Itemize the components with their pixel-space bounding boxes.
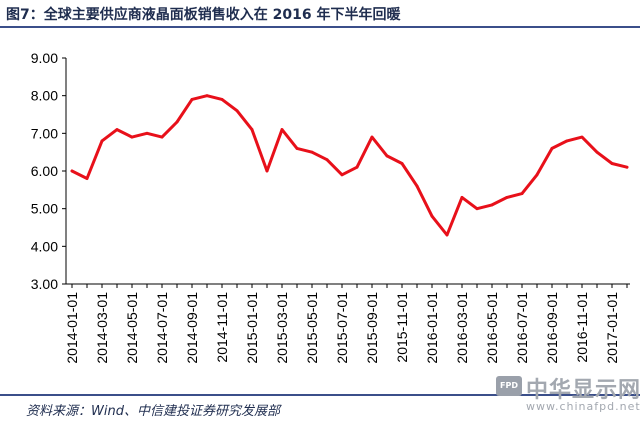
footer-divider	[0, 394, 640, 396]
data-point	[265, 169, 269, 173]
data-point	[580, 135, 584, 139]
source-note: 资料来源：Wind、中信建投证券研究发展部	[26, 404, 280, 419]
x-tick-label: 2015-03-01	[274, 292, 290, 364]
data-point	[475, 207, 479, 211]
x-tick-label: 2016-11-01	[574, 292, 590, 363]
data-point	[85, 177, 89, 180]
data-point	[355, 165, 359, 169]
chart-title: 图7：全球主要供应商液晶面板销售收入在 2016 年下半年回暖	[6, 7, 401, 23]
x-tick-label: 2017-01-01	[604, 292, 620, 364]
data-point	[340, 173, 344, 177]
x-axis: 2014-01-01 2014-03-01 2014-05-01 2014-07-01…	[64, 283, 630, 364]
watermark-logo: FPD 中华显示网 www.chinafpd.net	[496, 372, 640, 420]
data-point	[610, 162, 614, 165]
x-tick-label: 2015-09-01	[364, 292, 380, 364]
data-point	[325, 158, 329, 162]
x-tick-label: 2016-01-01	[424, 292, 440, 364]
data-point	[565, 139, 569, 143]
y-tick-label: 8.00	[31, 88, 58, 104]
x-tick-label: 2016-09-01	[544, 292, 560, 364]
x-tick-label: 2015-01-01	[244, 292, 260, 364]
data-point	[400, 162, 404, 165]
data-point	[505, 195, 509, 199]
x-tick-label: 2014-11-01	[214, 292, 230, 363]
x-tick-label: 2014-07-01	[154, 292, 170, 364]
data-point	[70, 169, 74, 173]
data-point	[100, 139, 104, 143]
series-line	[70, 94, 629, 237]
data-point	[205, 94, 209, 98]
data-point	[145, 131, 149, 135]
data-point	[625, 165, 629, 169]
data-point	[430, 214, 434, 218]
x-tick-label: 2014-03-01	[94, 292, 110, 364]
data-point	[115, 128, 119, 131]
data-point	[160, 135, 164, 139]
y-tick-label: 5.00	[31, 201, 58, 217]
x-tick-label: 2016-05-01	[484, 292, 500, 364]
data-point	[445, 233, 449, 237]
data-point	[310, 150, 314, 154]
data-point	[130, 135, 134, 139]
title-divider	[0, 26, 640, 28]
data-point	[280, 128, 284, 131]
data-point	[235, 109, 239, 113]
data-point	[175, 120, 179, 124]
data-point	[535, 173, 539, 177]
data-point	[550, 147, 554, 150]
data-point	[250, 128, 254, 131]
data-point	[220, 98, 224, 101]
x-tick-label: 2016-07-01	[514, 292, 530, 364]
y-tick-label: 3.00	[31, 276, 58, 292]
data-point	[385, 154, 389, 158]
watermark-name: 中华显示网	[526, 378, 640, 403]
series-layer	[70, 94, 629, 237]
x-tick-label: 2015-07-01	[334, 292, 350, 364]
x-tick-label: 2015-05-01	[304, 292, 320, 364]
data-point	[460, 195, 464, 199]
x-tick-label: 2016-03-01	[454, 292, 470, 364]
x-tick-label: 2014-01-01	[64, 292, 80, 364]
x-tick-label: 2014-09-01	[184, 292, 200, 364]
watermark-url: www.chinafpd.net	[526, 400, 640, 413]
y-tick-label: 4.00	[31, 238, 58, 254]
x-tick-label: 2014-05-01	[124, 292, 140, 364]
y-tick-label: 6.00	[31, 163, 58, 179]
data-point	[520, 192, 524, 196]
y-axis: 3.00 4.00 5.00 6.00 7.00 8.00 9.00	[31, 50, 67, 292]
watermark-badge: FPD	[496, 376, 522, 396]
data-point	[415, 184, 419, 188]
data-point	[295, 147, 299, 150]
y-tick-label: 9.00	[31, 50, 58, 66]
data-point	[190, 98, 194, 101]
y-tick-label: 7.00	[31, 125, 58, 141]
data-point	[370, 135, 374, 139]
data-point	[490, 203, 494, 207]
data-point	[595, 150, 599, 154]
x-tick-label: 2015-11-01	[394, 292, 410, 363]
